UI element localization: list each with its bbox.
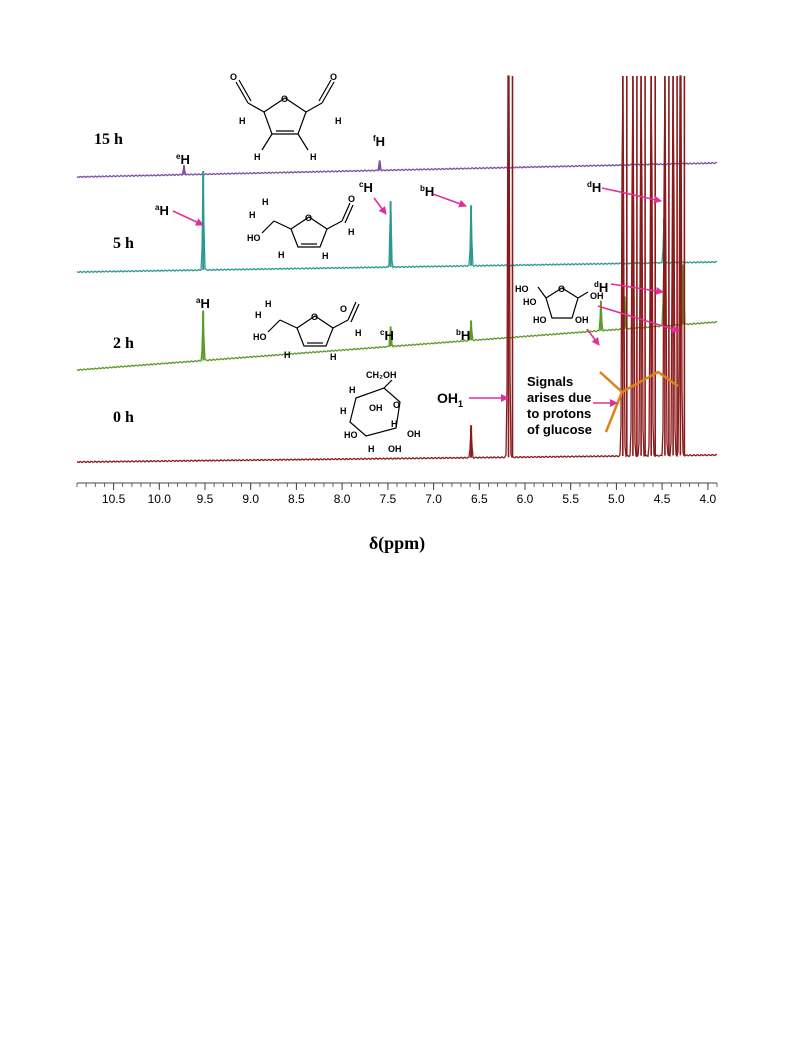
x-tick-label: 5.0: [608, 492, 625, 506]
label-bH-5h: bH: [420, 184, 434, 199]
glucose-o: O: [393, 400, 400, 410]
x-tick-label: 4.0: [700, 492, 717, 506]
label-oh1: OH1: [437, 390, 463, 409]
fructose-oh-1: OH: [575, 315, 589, 325]
label-aH-2h: aH: [196, 296, 210, 311]
x-tick-label: 8.0: [334, 492, 351, 506]
x-tick-label: 9.0: [242, 492, 259, 506]
fructose-ho-1: HO: [515, 284, 529, 294]
arrow-fructose-2h: [597, 305, 680, 333]
hmf2-hd2: H: [265, 299, 272, 309]
spectrum-trace-5h: [76, 174, 718, 274]
hmf5-ho: HO: [247, 233, 261, 243]
hmf2-ho: HO: [253, 332, 267, 342]
dff-he-left: H: [239, 116, 246, 126]
dff-o-label: O: [281, 94, 288, 104]
glucose-h1: H: [349, 385, 356, 395]
arrow-cH-5h: [373, 197, 387, 215]
glucose-oh2: OH: [388, 444, 402, 454]
label-bH-2h: bH: [456, 328, 470, 343]
glucose-ch2oh: CH₂OH: [366, 370, 397, 380]
x-tick-label: 6.5: [471, 492, 488, 506]
arrow-dH-2h: [610, 283, 664, 295]
label-fH-15h: fH: [373, 134, 385, 149]
x-tick-label: 4.5: [654, 492, 671, 506]
glucose-note-line-4: of glucose: [527, 422, 592, 437]
hmf5-hd2: H: [262, 197, 269, 207]
fructose-ho-3: HO: [533, 315, 547, 325]
x-tick-label: 9.5: [197, 492, 214, 506]
fructose-ho-2: HO: [523, 297, 537, 307]
hmf2-o-label: O: [311, 312, 318, 322]
glucose-note-line-1: Signals: [527, 374, 573, 389]
hmf2-cho-o: O: [340, 304, 347, 314]
label-dH-5h: dH: [587, 180, 601, 195]
dff-he-right: H: [335, 116, 342, 126]
fructose-o: O: [558, 284, 565, 294]
glucose-oh-anomeric: OH: [407, 429, 421, 439]
label-dH-2h: dH: [594, 280, 608, 295]
arrow-fructose-peak: [586, 328, 600, 346]
label-cH-5h: cH: [359, 180, 373, 195]
hmf2-hc: H: [330, 352, 337, 362]
arrow-bH-5h: [432, 193, 467, 208]
glucose-signals-note: Signals arises due to protons of glucose: [527, 374, 592, 437]
fructose-oh-2: OH: [590, 291, 604, 301]
x-tick-label: 8.5: [288, 492, 305, 506]
dff-o-left: O: [230, 72, 237, 82]
x-tick-label: 5.5: [562, 492, 579, 506]
label-0h: 0 h: [113, 409, 134, 426]
glucose-h4: H: [368, 444, 375, 454]
dff-hf-right: H: [310, 152, 317, 162]
annotation-arrows: [172, 187, 680, 407]
hmf5-ha: H: [348, 227, 355, 237]
hmf2-hd: H: [255, 310, 262, 320]
glucose-bracket: [599, 370, 679, 433]
dff-o-right: O: [330, 72, 337, 82]
x-tick-label: 10.5: [102, 492, 126, 506]
peak-labels: eH fH aH cH bH dH aH cH bH dH OH1: [155, 134, 608, 409]
x-axis: 10.5 10.0 9.5 9.0 8.5 8.0 7.5 7.0 6.5 6.0 5.5 5.0 4.…: [76, 482, 718, 506]
glucose-h3: H: [391, 419, 398, 429]
hmf5-hb: H: [278, 250, 285, 260]
hmf5-o-label: O: [305, 213, 312, 223]
hmf5-hc: H: [322, 251, 329, 261]
label-cH-2h: cH: [380, 328, 394, 343]
structure-glucose: CH₂OH O H H OH H HO OH H OH: [340, 370, 421, 454]
spectra-group: [76, 75, 718, 464]
x-tick-label: 7.5: [380, 492, 397, 506]
label-eH-15h: eH: [176, 152, 190, 167]
x-tick-label: 7.0: [425, 492, 442, 506]
spectrum-trace-0h: [76, 75, 718, 464]
arrow-dH-5h: [601, 187, 662, 204]
label-2h: 2 h: [113, 335, 134, 352]
dff-hf-left: H: [254, 152, 261, 162]
x-tick-label: 10.0: [148, 492, 172, 506]
hmf2-hb: H: [284, 350, 291, 360]
spectrum-trace-15h: [76, 161, 718, 179]
label-15h: 15 h: [94, 131, 123, 148]
structure-fructose: O HO HO HO OH OH: [515, 284, 604, 325]
structure-hmf-5h: O O HO H H H H H: [247, 194, 355, 261]
glucose-oh1: OH: [369, 403, 383, 413]
structure-hmf-2h: O O HO H H H H H: [253, 299, 362, 362]
x-axis-title: δ(ppm): [369, 533, 425, 554]
glucose-ho: HO: [344, 430, 358, 440]
arrow-aH-5h: [172, 210, 204, 226]
structure-dff: O O O H H H H: [230, 72, 342, 162]
hmf5-hd: H: [249, 210, 256, 220]
hmf2-ha: H: [355, 328, 362, 338]
glucose-note-line-3: to protons: [527, 406, 591, 421]
spectrum-trace-2h: [76, 250, 718, 371]
label-5h: 5 h: [113, 235, 134, 252]
glucose-note-line-2: arises due: [527, 390, 591, 405]
glucose-h2: H: [340, 406, 347, 416]
x-tick-label: 6.0: [517, 492, 534, 506]
hmf5-cho-o: O: [348, 194, 355, 204]
label-aH-5h: aH: [155, 203, 169, 218]
